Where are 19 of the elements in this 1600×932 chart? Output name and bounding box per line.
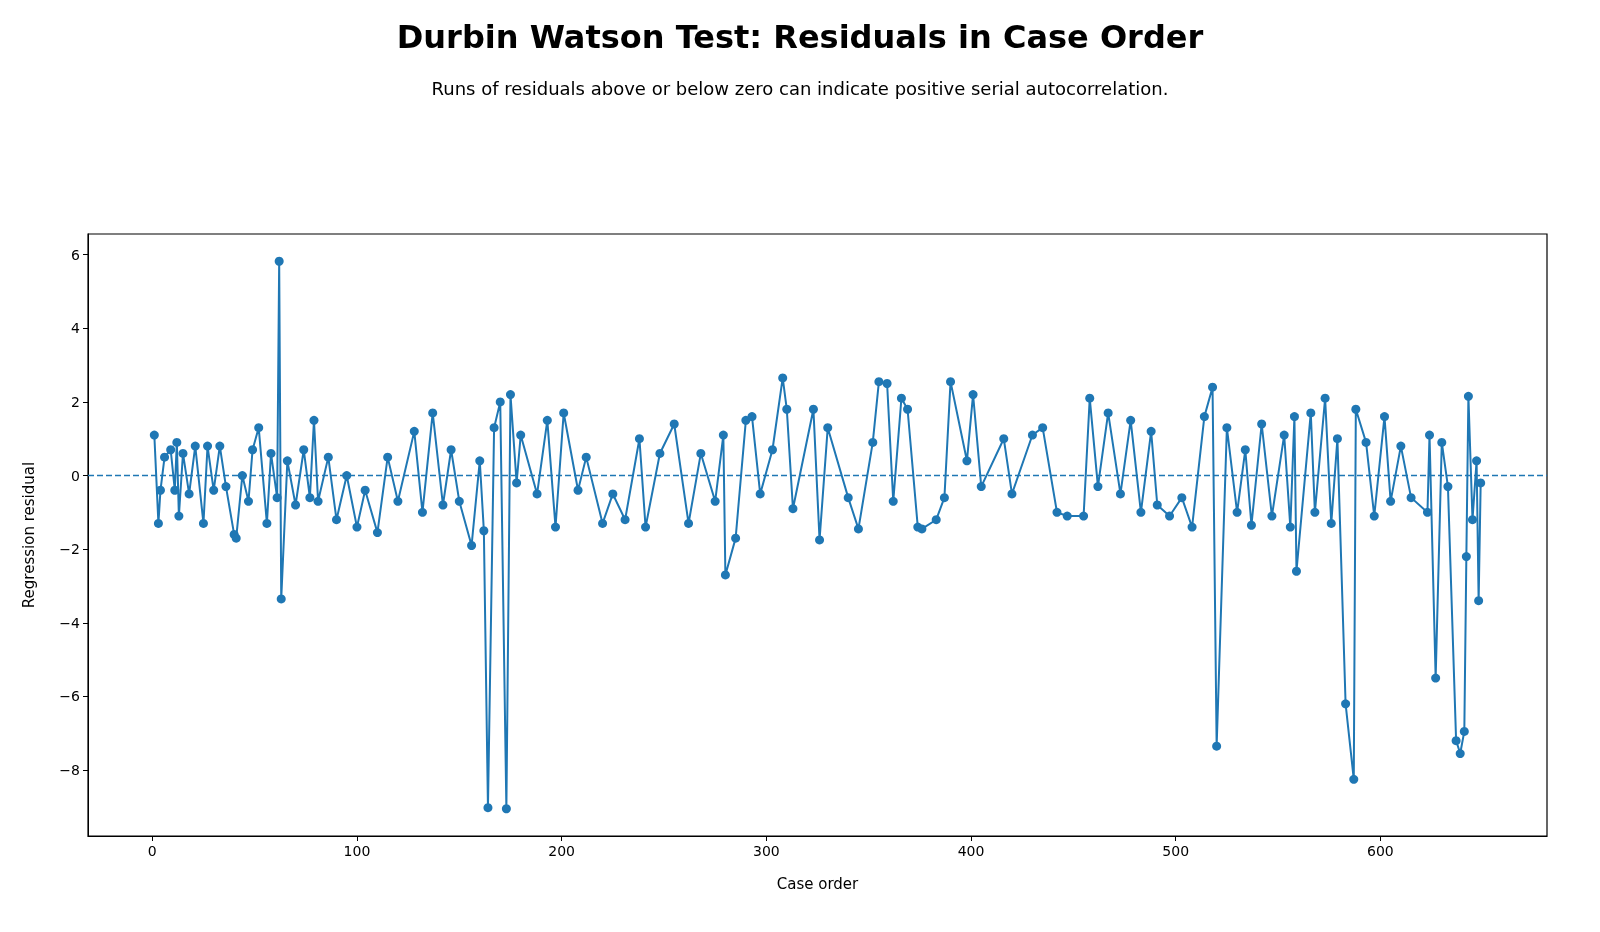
y-axis-title: Regression residual [19,461,38,609]
y-tick-label: 2 [71,393,80,410]
chart-subtitle: Runs of residuals above or below zero can indicate positive serial autocorrelation. [431,77,1169,99]
y-tick-label: −6 [59,688,81,705]
x-tick-label: 0 [147,843,157,859]
y-tick-label: −2 [59,541,80,558]
x-tick-label: 200 [548,843,576,859]
x-tick-label: 500 [1162,843,1190,859]
y-tick-label: 0 [71,467,80,484]
y-tick-label: 6 [71,246,81,263]
x-axis-title: Case order [776,874,860,893]
y-tick-label: −8 [59,762,80,779]
y-tick-label: −4 [59,614,81,631]
y-tick-label: 4 [71,320,81,337]
x-tick-label: 100 [343,843,371,859]
x-tick-label: 300 [752,843,780,859]
x-tick-label: 600 [1367,843,1394,859]
chart-title: Durbin Watson Test: Residuals in Case Order [396,18,1204,56]
x-tick-label: 400 [957,843,985,859]
